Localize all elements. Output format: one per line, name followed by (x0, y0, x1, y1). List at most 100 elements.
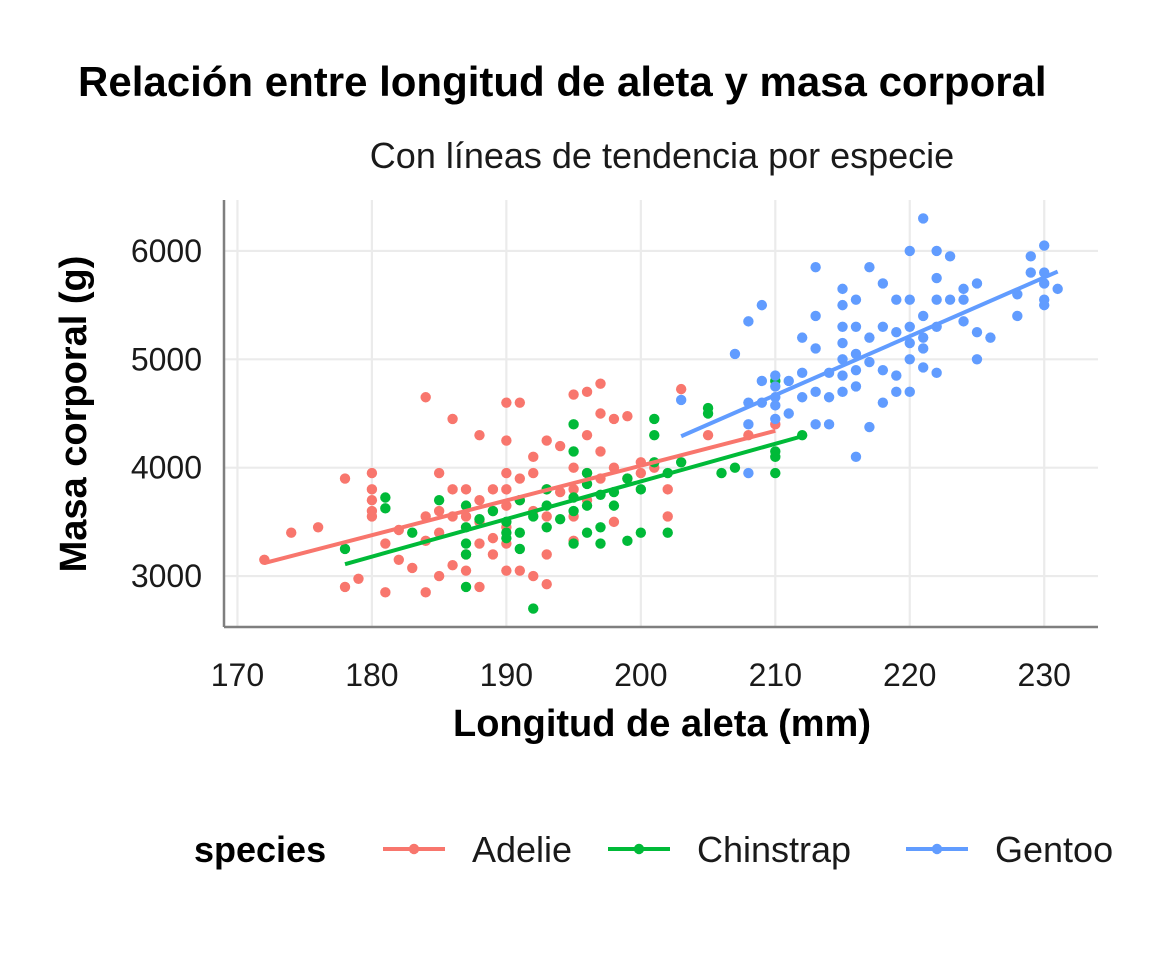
data-point-adelie (595, 378, 606, 389)
data-point-gentoo (891, 294, 902, 305)
data-point-gentoo (918, 332, 929, 343)
data-point-chinstrap (568, 446, 579, 457)
data-point-adelie (393, 554, 404, 566)
data-point-adelie (474, 581, 485, 593)
data-point-chinstrap (568, 505, 579, 517)
data-point-gentoo (837, 337, 848, 349)
data-point-gentoo (918, 213, 929, 224)
y-tick-label: 5000 (131, 341, 202, 377)
data-point-chinstrap (770, 467, 781, 479)
data-point-adelie (366, 484, 378, 495)
data-point-adelie (541, 578, 552, 590)
data-point-gentoo (770, 400, 781, 411)
x-tick-label: 170 (211, 657, 264, 693)
data-point-adelie (366, 467, 378, 479)
legend-key-point-gentoo (931, 843, 943, 855)
data-point-gentoo (904, 294, 915, 305)
data-point-gentoo (796, 392, 808, 403)
legend-key-point-chinstrap (633, 843, 645, 855)
data-point-gentoo (743, 316, 754, 327)
data-point-adelie (447, 413, 458, 425)
data-point-chinstrap (460, 549, 472, 560)
data-point-adelie (420, 392, 431, 403)
data-point-gentoo (770, 413, 781, 425)
x-axis-title: Longitud de aleta (mm) (453, 703, 871, 745)
data-point-chinstrap (675, 457, 687, 468)
data-point-chinstrap (407, 527, 418, 538)
data-point-adelie (622, 411, 633, 422)
data-point-gentoo (971, 327, 983, 338)
data-point-adelie (541, 435, 552, 446)
data-point-chinstrap (568, 419, 579, 430)
data-point-adelie (460, 511, 472, 522)
y-axis-title: Masa corporal (g) (53, 256, 95, 573)
data-point-adelie (474, 538, 485, 549)
data-point-gentoo (743, 419, 754, 430)
data-point-chinstrap (514, 527, 526, 538)
data-point-chinstrap (380, 503, 391, 514)
data-point-adelie (312, 522, 324, 533)
trend-lines (263, 269, 1059, 567)
data-point-gentoo (891, 327, 902, 338)
data-point-gentoo (1039, 278, 1050, 289)
data-point-adelie (501, 565, 512, 576)
data-point-adelie (286, 527, 297, 538)
data-point-adelie (581, 429, 593, 441)
data-point-gentoo (1025, 251, 1036, 262)
data-point-adelie (541, 549, 552, 560)
data-point-gentoo (770, 381, 781, 392)
data-point-adelie (568, 462, 579, 473)
y-tick-label: 4000 (131, 450, 202, 486)
data-point-gentoo (783, 375, 794, 387)
x-tick-label: 220 (883, 657, 936, 693)
data-point-gentoo (729, 348, 741, 360)
data-point-gentoo (864, 332, 875, 343)
data-point-adelie (474, 429, 485, 441)
data-point-gentoo (810, 343, 821, 354)
data-point-gentoo (770, 370, 781, 381)
data-point-gentoo (850, 294, 862, 305)
data-point-gentoo (904, 354, 915, 365)
data-point-chinstrap (702, 408, 714, 419)
data-point-gentoo (850, 381, 862, 392)
data-point-adelie (460, 565, 472, 576)
data-point-chinstrap (460, 538, 472, 549)
data-point-gentoo (837, 370, 848, 381)
data-point-gentoo (675, 394, 687, 406)
data-point-gentoo (850, 364, 862, 376)
data-point-gentoo (958, 283, 969, 295)
data-point-gentoo (864, 261, 875, 273)
data-point-gentoo (931, 245, 942, 257)
data-point-gentoo (904, 245, 915, 257)
data-point-adelie (635, 467, 647, 479)
data-point-chinstrap (501, 532, 512, 544)
data-point-gentoo (877, 364, 889, 376)
data-point-gentoo (743, 467, 754, 479)
data-point-chinstrap (635, 527, 647, 538)
data-point-adelie (380, 538, 391, 549)
data-point-adelie (474, 495, 485, 506)
data-point-gentoo (931, 272, 942, 284)
data-point-adelie (447, 484, 458, 495)
data-point-gentoo (891, 386, 902, 398)
y-tick-label: 3000 (131, 558, 202, 594)
data-point-gentoo (877, 321, 889, 332)
legend-label-chinstrap: Chinstrap (697, 829, 851, 870)
trend-line-adelie (263, 428, 776, 565)
x-tick-label: 190 (480, 657, 533, 693)
data-point-chinstrap (635, 484, 647, 495)
data-point-adelie (487, 532, 499, 544)
data-point-adelie (407, 562, 418, 574)
data-point-adelie (487, 484, 499, 495)
data-point-gentoo (918, 362, 929, 373)
trend-line-gentoo (680, 269, 1059, 439)
data-point-gentoo (837, 321, 848, 332)
data-point-chinstrap (460, 581, 472, 593)
data-point-gentoo (850, 321, 862, 332)
data-point-gentoo (796, 367, 808, 379)
legend-title: species (194, 829, 326, 870)
data-point-gentoo (823, 392, 835, 403)
data-point-adelie (366, 495, 378, 506)
data-point-adelie (460, 484, 472, 495)
data-point-adelie (568, 484, 579, 495)
